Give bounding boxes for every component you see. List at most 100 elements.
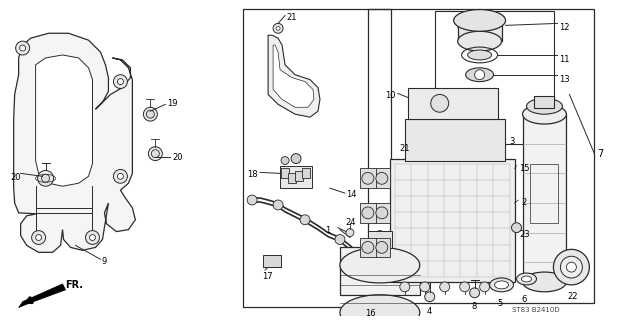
Bar — [374, 203, 390, 223]
Circle shape — [362, 207, 374, 219]
Bar — [360, 203, 376, 223]
Text: FR.: FR. — [65, 280, 83, 290]
Ellipse shape — [495, 281, 508, 289]
Text: 17: 17 — [262, 272, 273, 281]
Circle shape — [89, 235, 96, 241]
Text: 1: 1 — [325, 226, 330, 235]
Circle shape — [276, 26, 280, 30]
Bar — [288, 173, 296, 183]
Text: 13: 13 — [560, 75, 570, 84]
Circle shape — [566, 262, 576, 272]
Circle shape — [376, 207, 388, 219]
Text: 7: 7 — [597, 149, 603, 159]
Circle shape — [86, 231, 99, 244]
Bar — [435, 11, 555, 144]
Circle shape — [413, 142, 423, 152]
Polygon shape — [36, 55, 93, 186]
Circle shape — [375, 231, 385, 241]
Bar — [368, 231, 392, 248]
Circle shape — [479, 282, 490, 292]
Circle shape — [148, 147, 162, 161]
Text: 6: 6 — [522, 295, 527, 304]
Circle shape — [553, 249, 589, 285]
Bar — [243, 9, 391, 307]
Circle shape — [247, 195, 257, 205]
Circle shape — [146, 110, 154, 118]
Ellipse shape — [340, 247, 420, 283]
Circle shape — [431, 94, 449, 112]
Ellipse shape — [340, 295, 420, 320]
Ellipse shape — [458, 31, 502, 51]
Bar — [374, 237, 390, 257]
Text: 18: 18 — [247, 171, 258, 180]
Text: 19: 19 — [167, 100, 178, 108]
Circle shape — [151, 150, 159, 157]
Text: 8: 8 — [471, 302, 477, 311]
Circle shape — [335, 235, 345, 244]
Bar — [280, 166, 312, 188]
Bar — [302, 168, 310, 178]
Circle shape — [114, 169, 127, 183]
Bar — [390, 159, 515, 282]
Circle shape — [360, 252, 370, 262]
Text: 20: 20 — [10, 173, 21, 182]
Bar — [263, 255, 281, 267]
Circle shape — [15, 41, 30, 55]
Circle shape — [474, 70, 484, 80]
Text: 16: 16 — [365, 308, 376, 317]
Polygon shape — [14, 33, 135, 252]
Bar — [340, 247, 420, 295]
Circle shape — [346, 229, 354, 236]
Bar — [458, 25, 502, 41]
Circle shape — [511, 223, 521, 233]
Bar — [360, 168, 376, 188]
Bar — [360, 237, 376, 257]
Circle shape — [470, 288, 479, 298]
Bar — [523, 114, 566, 282]
Circle shape — [460, 282, 470, 292]
Text: 3: 3 — [510, 137, 515, 146]
Circle shape — [266, 257, 274, 265]
Circle shape — [20, 45, 26, 51]
Polygon shape — [19, 284, 65, 308]
Circle shape — [273, 23, 283, 33]
Circle shape — [376, 172, 388, 184]
Circle shape — [281, 156, 289, 164]
Ellipse shape — [490, 278, 513, 292]
Text: 5: 5 — [497, 299, 502, 308]
Text: 22: 22 — [567, 292, 578, 301]
Text: 12: 12 — [560, 23, 570, 32]
Text: 10: 10 — [385, 92, 395, 100]
Polygon shape — [273, 45, 314, 107]
Text: 21: 21 — [399, 144, 410, 153]
Circle shape — [117, 79, 123, 84]
Circle shape — [38, 171, 54, 186]
Circle shape — [31, 231, 46, 244]
Circle shape — [420, 282, 429, 292]
Text: 20: 20 — [172, 153, 183, 162]
Polygon shape — [268, 35, 320, 117]
Bar — [408, 88, 497, 119]
Circle shape — [117, 173, 123, 179]
Circle shape — [424, 292, 435, 302]
Ellipse shape — [521, 276, 531, 282]
Bar — [295, 172, 303, 181]
Circle shape — [41, 174, 49, 182]
Circle shape — [36, 235, 41, 241]
Ellipse shape — [458, 15, 502, 35]
Circle shape — [560, 256, 582, 278]
Bar — [374, 168, 390, 188]
Text: 14: 14 — [346, 190, 357, 199]
Text: 2: 2 — [521, 198, 527, 207]
Circle shape — [143, 107, 157, 121]
Circle shape — [400, 282, 410, 292]
Circle shape — [114, 75, 127, 89]
Circle shape — [440, 282, 450, 292]
Text: 11: 11 — [560, 55, 570, 64]
Ellipse shape — [526, 98, 563, 114]
Text: 9: 9 — [101, 257, 107, 266]
Text: 4: 4 — [427, 307, 432, 316]
Circle shape — [273, 200, 283, 210]
Text: 15: 15 — [520, 164, 530, 172]
Ellipse shape — [523, 104, 566, 124]
